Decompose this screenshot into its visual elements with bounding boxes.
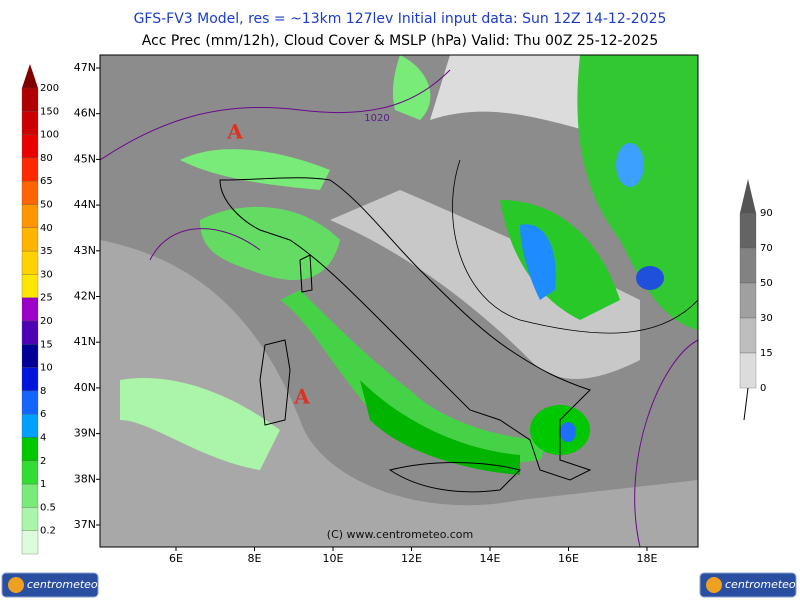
legend-swatch	[21, 390, 39, 415]
legend-swatch	[21, 414, 39, 438]
legend-swatch	[21, 460, 39, 485]
legend-label: 0.2	[40, 526, 56, 537]
legend-swatch	[21, 87, 39, 112]
legend-label: 30	[760, 313, 773, 324]
legend-swatch	[21, 483, 39, 508]
legend-label: 15	[40, 339, 53, 350]
lat-label: 47N	[74, 61, 96, 74]
map-frame	[99, 54, 699, 548]
lon-label: 18E	[637, 552, 658, 565]
legend-label: 10	[40, 363, 53, 374]
high-pressure-marker: A	[226, 120, 243, 144]
map-area	[100, 55, 698, 547]
legend-label: 70	[760, 243, 773, 254]
lat-label: 40N	[74, 381, 96, 394]
legend-label: 8	[40, 386, 46, 397]
legend-label: 90	[760, 208, 773, 219]
legend-label: 0.5	[40, 502, 56, 513]
legend-label: 6	[40, 409, 46, 420]
legend-tail	[743, 387, 749, 421]
legend-swatch	[21, 274, 39, 298]
lon-label: 6E	[169, 552, 183, 565]
legend-swatch	[21, 111, 39, 135]
legend-label: 35	[40, 246, 53, 257]
legend-label: 200	[40, 83, 59, 94]
lat-label: 38N	[74, 472, 96, 485]
legend-label: 30	[40, 269, 53, 280]
lon-label: 14E	[480, 552, 501, 565]
legend-label: 50	[760, 278, 773, 289]
legend-label: 40	[40, 223, 53, 234]
legend-swatch	[21, 227, 39, 252]
logo	[699, 572, 797, 598]
legend-swatch	[739, 317, 757, 354]
legend-swatch	[21, 507, 39, 531]
logo-icon	[8, 577, 24, 593]
legend-swatch	[21, 297, 39, 322]
logo-text: centrometeo	[725, 578, 796, 591]
legend-swatch	[739, 352, 757, 389]
legend-arrow	[22, 64, 38, 88]
legend-label: 20	[40, 316, 53, 327]
legend-arrow	[740, 179, 756, 213]
legend-label: 150	[40, 106, 59, 117]
legend-swatch	[21, 437, 39, 461]
legend-swatch	[21, 250, 39, 275]
legend-swatch	[21, 181, 39, 205]
legend-swatch	[21, 320, 39, 345]
legend-label: 15	[760, 348, 773, 359]
credit: (C) www.centrometeo.com	[327, 528, 473, 541]
lat-label: 45N	[74, 152, 96, 165]
lat-label: 43N	[74, 244, 96, 257]
subtitle: Acc Prec (mm/12h), Cloud Cover & MSLP (h…	[142, 33, 659, 49]
legend-label: 65	[40, 176, 53, 187]
legend-label: 50	[40, 200, 53, 211]
high-pressure-marker: A	[293, 385, 310, 409]
logo-text: centrometeo	[27, 578, 98, 591]
lon-label: 10E	[323, 552, 344, 565]
logo-icon	[706, 577, 722, 593]
legend-label: 25	[40, 293, 53, 304]
legend-swatch	[739, 212, 757, 249]
lon-label: 8E	[248, 552, 262, 565]
lat-label: 46N	[74, 107, 96, 120]
isobar-label: 1020	[364, 113, 389, 124]
legend-swatch	[21, 204, 39, 228]
legend-swatch	[739, 247, 757, 284]
legend-swatch	[21, 367, 39, 392]
legend-label: 4	[40, 433, 46, 444]
lon-label: 16E	[558, 552, 579, 565]
legend-swatch	[739, 282, 757, 319]
lat-label: 41N	[74, 335, 96, 348]
legend-label: 0	[760, 383, 766, 394]
lat-label: 44N	[74, 198, 96, 211]
title: GFS-FV3 Model, res = ~13km 127lev Initia…	[134, 11, 667, 27]
legend-swatch	[21, 530, 39, 555]
lat-label: 42N	[74, 290, 96, 303]
legend-label: 80	[40, 153, 53, 164]
lat-label: 37N	[74, 518, 96, 531]
logo	[1, 572, 99, 598]
legend-label: 100	[40, 130, 59, 141]
lat-label: 39N	[74, 427, 96, 440]
legend-swatch	[21, 344, 39, 368]
legend-swatch	[21, 157, 39, 182]
lon-label: 12E	[401, 552, 422, 565]
legend-swatch	[21, 134, 39, 159]
legend-label: 1	[40, 479, 46, 490]
legend-label: 2	[40, 456, 46, 467]
